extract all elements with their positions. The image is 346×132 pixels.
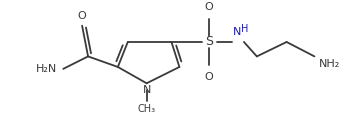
Text: H₂N: H₂N	[36, 64, 57, 74]
Text: H: H	[241, 24, 249, 34]
Text: O: O	[205, 72, 213, 82]
Text: O: O	[78, 11, 86, 21]
Text: N: N	[143, 85, 151, 95]
Text: O: O	[205, 2, 213, 12]
Text: S: S	[205, 36, 213, 48]
Text: N: N	[233, 27, 241, 37]
Text: NH₂: NH₂	[318, 59, 340, 69]
Text: CH₃: CH₃	[138, 104, 156, 114]
